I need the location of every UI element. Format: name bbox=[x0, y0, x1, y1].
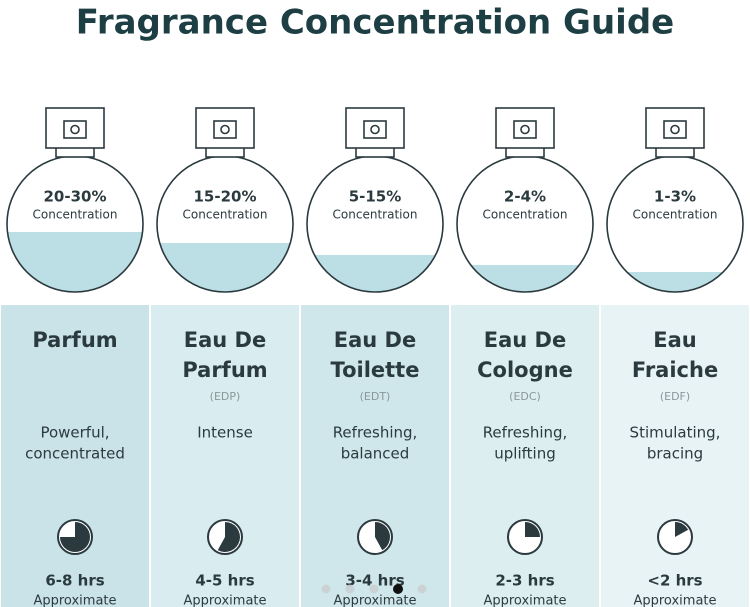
duration: <2 hrs bbox=[647, 572, 702, 590]
duration-note: Approximate bbox=[183, 594, 266, 607]
carousel-dot bbox=[393, 584, 403, 594]
title: Fragrance Concentration Guide bbox=[76, 3, 674, 43]
fragrance-name: Toilette bbox=[331, 358, 420, 382]
bottle-body bbox=[606, 155, 744, 293]
description: Intense bbox=[197, 424, 253, 442]
duration: 4-5 hrs bbox=[195, 572, 254, 590]
duration-note: Approximate bbox=[33, 594, 116, 607]
clock-fill bbox=[375, 522, 390, 551]
carousel-dot bbox=[321, 584, 331, 594]
fragrance-name: Parfum bbox=[32, 328, 117, 352]
cap-dot bbox=[370, 124, 380, 135]
duration-note: Approximate bbox=[483, 594, 566, 607]
concentration: 20-30% bbox=[43, 188, 106, 206]
column-panel bbox=[601, 305, 749, 607]
description: balanced bbox=[341, 445, 410, 463]
abbreviation: (EDP) bbox=[210, 390, 241, 403]
bottle-cap bbox=[645, 107, 705, 149]
abbreviation: (EDC) bbox=[509, 390, 541, 403]
cap-button bbox=[213, 120, 237, 139]
fragrance-name: Eau De bbox=[334, 328, 416, 352]
abbreviation: (EDT) bbox=[360, 390, 391, 403]
fragrance-name: Cologne bbox=[477, 358, 573, 382]
cap-button bbox=[513, 120, 537, 139]
concentration-label: Concentration bbox=[333, 208, 418, 222]
description: Refreshing, bbox=[483, 424, 568, 442]
cap-dot bbox=[220, 124, 230, 135]
concentration-label: Concentration bbox=[183, 208, 268, 222]
concentration: 15-20% bbox=[193, 188, 256, 206]
concentration: 5-15% bbox=[349, 188, 402, 206]
clock-fill bbox=[60, 522, 90, 552]
cap-button bbox=[363, 120, 387, 139]
concentration-label: Concentration bbox=[33, 208, 118, 222]
fragrance-name: Eau bbox=[653, 328, 696, 352]
fragrance-name: Parfum bbox=[182, 358, 267, 382]
column-panel bbox=[151, 305, 299, 607]
duration: 6-8 hrs bbox=[45, 572, 104, 590]
clock-fill bbox=[217, 522, 241, 553]
column-panel bbox=[301, 305, 449, 607]
column-panel bbox=[451, 305, 599, 607]
clock-fill bbox=[675, 522, 689, 537]
cap-dot bbox=[70, 124, 80, 135]
description: Stimulating, bbox=[630, 424, 721, 442]
abbreviation: (EDF) bbox=[660, 390, 690, 403]
fragrance-name: Eau De bbox=[484, 328, 566, 352]
concentration-label: Concentration bbox=[633, 208, 718, 222]
duration: 3-4 hrs bbox=[345, 572, 404, 590]
description: uplifting bbox=[494, 445, 555, 463]
description: concentrated bbox=[25, 445, 125, 463]
cap-dot bbox=[670, 124, 680, 135]
description: bracing bbox=[647, 445, 703, 463]
cap-button bbox=[663, 120, 687, 139]
fragrance-name: Eau De bbox=[184, 328, 266, 352]
cap-dot bbox=[520, 124, 530, 135]
concentration: 2-4% bbox=[504, 188, 546, 206]
carousel-dot bbox=[345, 584, 355, 594]
carousel-dot bbox=[369, 584, 379, 594]
fragrance-name: Fraiche bbox=[632, 358, 718, 382]
column-panel bbox=[1, 305, 149, 607]
duration: 2-3 hrs bbox=[495, 572, 554, 590]
concentration: 1-3% bbox=[654, 188, 696, 206]
duration-note: Approximate bbox=[333, 594, 416, 607]
cap-button bbox=[63, 120, 87, 139]
concentration-label: Concentration bbox=[483, 208, 568, 222]
carousel-dot bbox=[417, 584, 427, 594]
duration-note: Approximate bbox=[633, 594, 716, 607]
clock-fill bbox=[525, 522, 540, 537]
description: Refreshing, bbox=[333, 424, 418, 442]
description: Powerful, bbox=[40, 424, 109, 442]
